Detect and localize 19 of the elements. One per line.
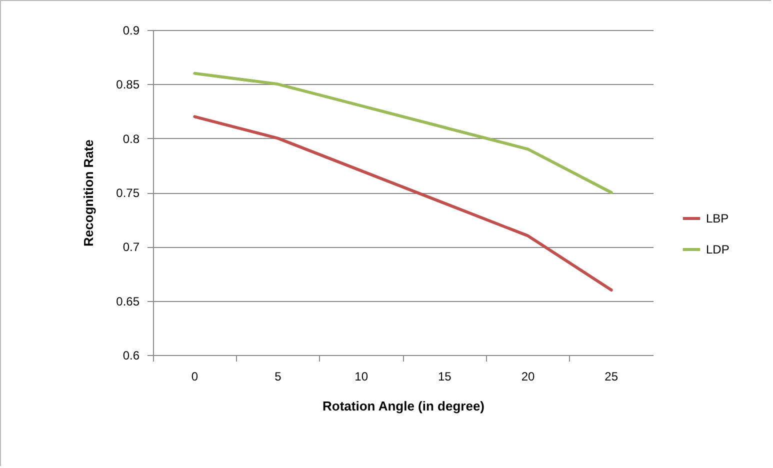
legend-label: LDP bbox=[706, 242, 730, 256]
y-tick-label: 0.8 bbox=[122, 132, 140, 146]
y-tick-label: 0.7 bbox=[122, 240, 140, 254]
x-tick-label: 15 bbox=[438, 370, 452, 384]
legend-label: LBP bbox=[706, 212, 729, 226]
x-tick-label: 0 bbox=[191, 370, 198, 384]
x-tick-label: 20 bbox=[521, 370, 535, 384]
line-series bbox=[193, 72, 613, 194]
y-tick-label: 0.85 bbox=[116, 78, 140, 92]
x-axis-title: Rotation Angle (in degree) bbox=[322, 398, 485, 414]
y-tick-label: 0.9 bbox=[122, 24, 140, 38]
x-tick-label: 10 bbox=[354, 370, 368, 384]
y-tick-label: 0.65 bbox=[116, 294, 140, 308]
x-tick-label: 5 bbox=[274, 370, 282, 384]
line-series bbox=[193, 115, 613, 292]
x-tick-label: 25 bbox=[604, 370, 618, 384]
y-axis-title: Recognition Rate bbox=[81, 140, 96, 246]
y-tick-label: 0.75 bbox=[116, 186, 140, 200]
y-tick-label: 0.6 bbox=[122, 348, 140, 362]
